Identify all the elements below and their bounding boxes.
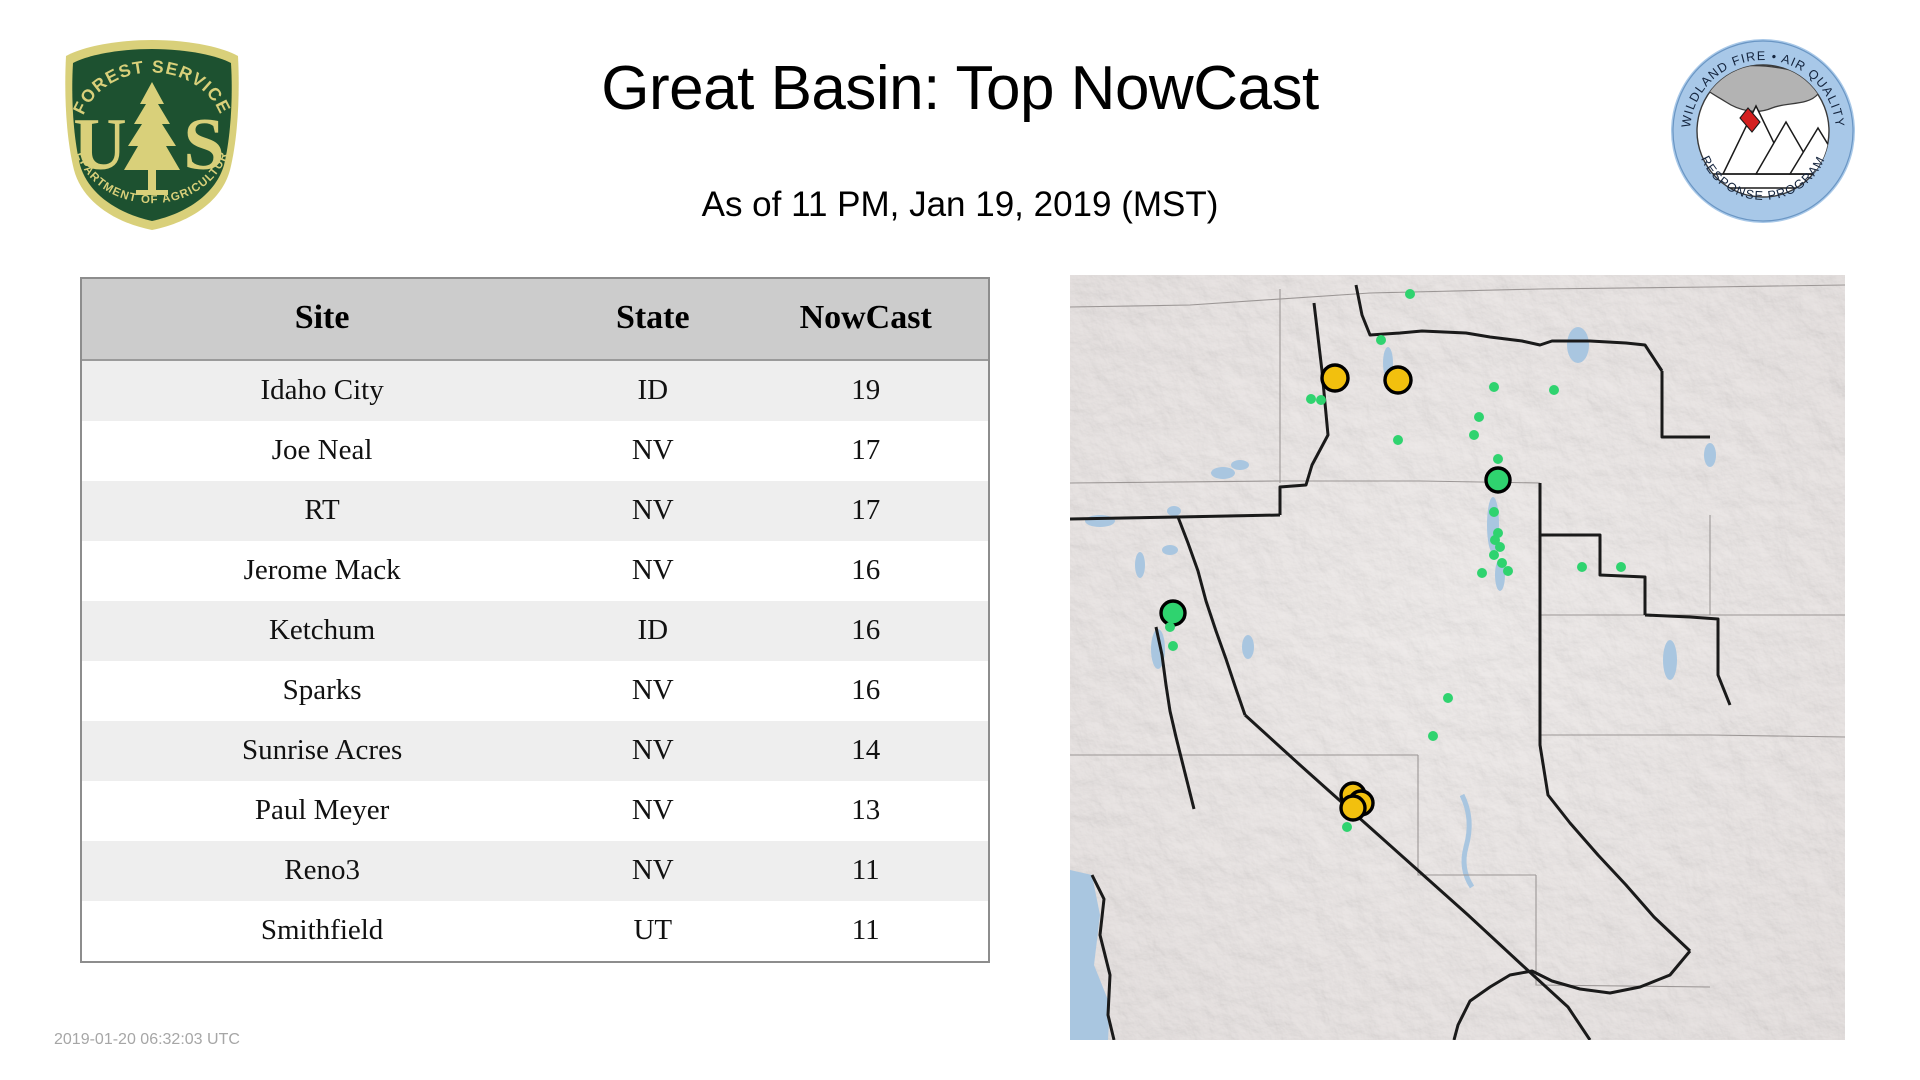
cell-nowcast: 11 — [743, 901, 988, 961]
map-marker-green[interactable] — [1168, 641, 1178, 651]
cell-state: NV — [562, 481, 744, 541]
cell-state: UT — [562, 901, 744, 961]
map-marker-green[interactable] — [1469, 430, 1479, 440]
map-terrain-texture — [1070, 275, 1845, 1040]
cell-state: NV — [562, 721, 744, 781]
map-marker-green[interactable] — [1306, 394, 1316, 404]
map-marker-green[interactable] — [1484, 466, 1512, 494]
cell-state: ID — [562, 360, 744, 421]
wfaqrp-circle-logo: WILDLAND FIRE • AIR QUALITY RESPONSE PRO… — [1668, 36, 1858, 226]
usfs-shield-logo: FOREST SERVICE U S DEPARTMENT OF AGRICUL… — [47, 25, 252, 234]
map-marker-yellow[interactable] — [1339, 794, 1367, 822]
page-title: Great Basin: Top NowCast — [601, 54, 1319, 123]
page-subtitle: As of 11 PM, Jan 19, 2019 (MST) — [701, 185, 1219, 224]
cell-state: NV — [562, 541, 744, 601]
cell-site: Sparks — [82, 661, 563, 721]
cell-nowcast: 11 — [743, 841, 988, 901]
table-row[interactable]: Joe Neal NV 17 — [82, 421, 988, 481]
map-marker-green[interactable] — [1405, 289, 1415, 299]
cell-nowcast: 17 — [743, 481, 988, 541]
map-marker-green[interactable] — [1316, 395, 1326, 405]
map-marker-green[interactable] — [1490, 535, 1500, 545]
cell-site: Sunrise Acres — [82, 721, 563, 781]
cell-nowcast: 17 — [743, 421, 988, 481]
cell-site: RT — [82, 481, 563, 541]
cell-site: Smithfield — [82, 901, 563, 961]
map-marker-green[interactable] — [1616, 562, 1626, 572]
table-header-row: Site State NowCast — [82, 279, 988, 361]
cell-nowcast: 13 — [743, 781, 988, 841]
map-marker-layer — [1159, 289, 1626, 832]
table-row[interactable]: Paul Meyer NV 13 — [82, 781, 988, 841]
cell-nowcast: 14 — [743, 721, 988, 781]
cell-state: NV — [562, 421, 744, 481]
map-marker-green[interactable] — [1428, 731, 1438, 741]
map-marker-green[interactable] — [1477, 568, 1487, 578]
table-row[interactable]: Idaho City ID 19 — [82, 360, 988, 421]
cell-site: Jerome Mack — [82, 541, 563, 601]
pine-tree-icon — [124, 82, 180, 195]
map-marker-green[interactable] — [1474, 412, 1484, 422]
cell-site: Joe Neal — [82, 421, 563, 481]
map-marker-green[interactable] — [1342, 822, 1352, 832]
mountain-scene-icon — [1697, 65, 1829, 189]
map-marker-yellow[interactable] — [1320, 363, 1350, 393]
cell-state: NV — [562, 661, 744, 721]
map-county-borders — [1070, 284, 1845, 988]
table-body: Idaho City ID 19 Joe Neal NV 17 RT NV 17 Jerome M… — [82, 360, 988, 961]
column-header-site: Site — [82, 279, 563, 361]
table-row[interactable]: Sparks NV 16 — [82, 661, 988, 721]
footer-timestamp: 2019-01-20 06:32:03 UTC — [54, 1031, 240, 1048]
map-marker-green[interactable] — [1577, 562, 1587, 572]
cell-site: Idaho City — [82, 360, 563, 421]
cell-site: Reno3 — [82, 841, 563, 901]
map-marker-green[interactable] — [1393, 435, 1403, 445]
map-state-borders — [1070, 284, 1732, 1040]
map-marker-green[interactable] — [1503, 566, 1513, 576]
table-row[interactable]: RT NV 17 — [82, 481, 988, 541]
map-marker-green[interactable] — [1443, 693, 1453, 703]
usfs-letter-s: S — [183, 104, 224, 186]
cell-site: Ketchum — [82, 601, 563, 661]
map-marker-green[interactable] — [1376, 335, 1386, 345]
usfs-letter-u: U — [73, 104, 126, 186]
table-row[interactable]: Sunrise Acres NV 14 — [82, 721, 988, 781]
cell-nowcast: 19 — [743, 360, 988, 421]
cell-state: NV — [562, 781, 744, 841]
column-header-state: State — [562, 279, 744, 361]
table-row[interactable]: Smithfield UT 11 — [82, 901, 988, 961]
smoke-plume — [1700, 65, 1821, 112]
map-marker-green[interactable] — [1549, 385, 1559, 395]
cell-site: Paul Meyer — [82, 781, 563, 841]
flame-marker — [1739, 107, 1761, 133]
map-marker-yellow[interactable] — [1383, 365, 1413, 395]
cell-nowcast: 16 — [743, 541, 988, 601]
map-marker-green[interactable] — [1159, 599, 1187, 627]
nowcast-table: Site State NowCast Idaho City ID 19 Joe Nea… — [80, 277, 990, 963]
cell-state: ID — [562, 601, 744, 661]
column-header-nowcast: NowCast — [743, 279, 988, 361]
map-marker-green[interactable] — [1495, 542, 1505, 552]
pacific-ocean — [1070, 870, 1110, 1040]
great-basin-monitor-map[interactable] — [1070, 275, 1845, 1040]
table-row[interactable]: Ketchum ID 16 — [82, 601, 988, 661]
table-row[interactable]: Reno3 NV 11 — [82, 841, 988, 901]
map-marker-green[interactable] — [1165, 622, 1175, 632]
map-marker-green[interactable] — [1489, 507, 1499, 517]
map-marker-green[interactable] — [1497, 558, 1507, 568]
table-row[interactable]: Jerome Mack NV 16 — [82, 541, 988, 601]
cell-nowcast: 16 — [743, 601, 988, 661]
map-marker-green[interactable] — [1493, 454, 1503, 464]
cell-nowcast: 16 — [743, 661, 988, 721]
map-marker-green[interactable] — [1489, 382, 1499, 392]
map-marker-green[interactable] — [1489, 550, 1499, 560]
cell-state: NV — [562, 841, 744, 901]
